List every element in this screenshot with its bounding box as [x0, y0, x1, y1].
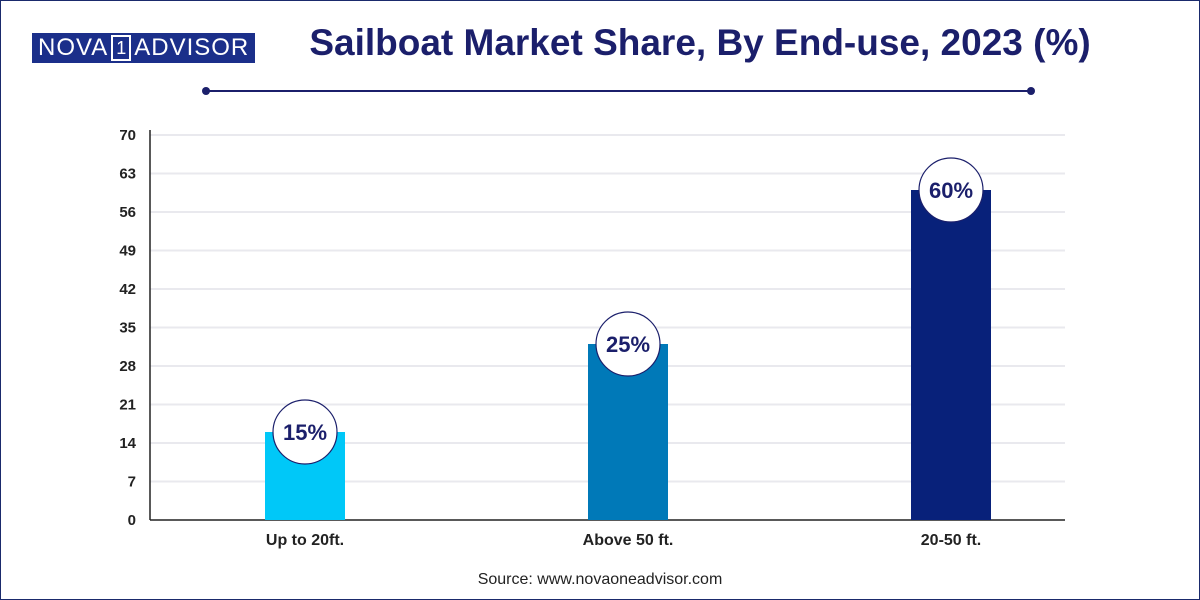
y-tick-label: 35 [119, 320, 136, 337]
y-tick-label: 42 [119, 281, 136, 298]
title-underline-dot-right [1027, 87, 1035, 95]
data-label-bubble [595, 311, 661, 377]
y-tick-label: 28 [119, 358, 136, 375]
y-tick-label: 49 [119, 243, 136, 260]
data-label: 25% [606, 332, 650, 357]
data-label-bubble [918, 157, 984, 223]
chart-title: Sailboat Market Share, By End-use, 2023 … [309, 22, 1091, 63]
data-label: 15% [283, 420, 327, 445]
x-tick-label: Above 50 ft. [583, 532, 674, 549]
logo-box-glyph: 1 [111, 35, 132, 61]
y-tick-label: 70 [119, 127, 136, 144]
x-tick-label: Up to 20ft. [266, 532, 344, 549]
y-tick-label: 63 [119, 166, 136, 183]
title-underline [206, 90, 1032, 92]
y-tick-label: 21 [119, 397, 136, 414]
data-label: 60% [929, 178, 973, 203]
brand-logo: NOVA 1 ADVISOR [32, 33, 256, 63]
y-tick-label: 56 [119, 204, 136, 221]
y-tick-label: 14 [119, 435, 136, 452]
y-tick-label: 0 [128, 512, 136, 529]
x-tick-label: 20-50 ft. [921, 532, 981, 549]
logo-prefix: NOVA [38, 34, 109, 61]
title-underline-dot-left [202, 87, 210, 95]
logo-suffix: ADVISOR [134, 34, 250, 61]
bar [911, 190, 991, 520]
y-tick-label: 7 [128, 474, 136, 491]
source-note: Source: www.novaoneadvisor.com [477, 571, 723, 588]
data-label-bubble [272, 399, 338, 465]
